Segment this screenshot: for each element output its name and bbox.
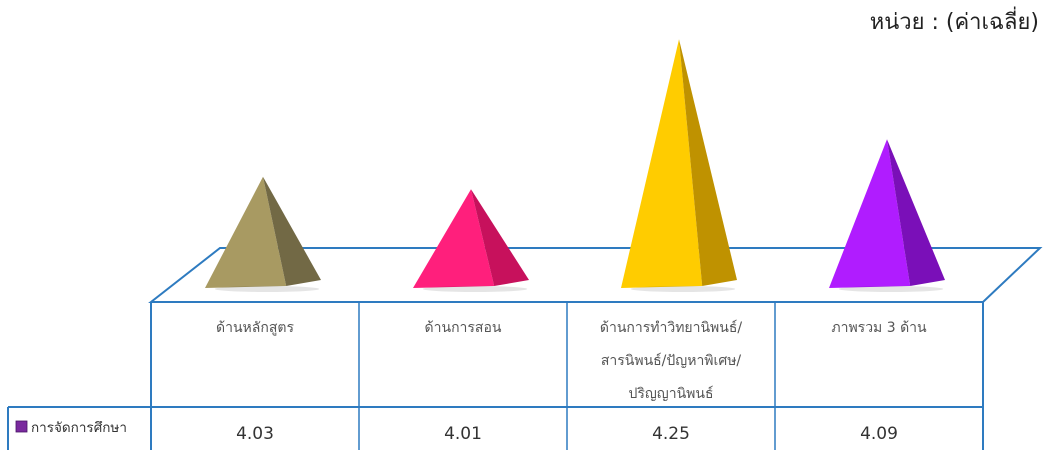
category-label: ปริญญานิพนธ์ bbox=[628, 385, 713, 402]
pyramid-bar bbox=[413, 189, 529, 292]
pyramid-side-face bbox=[471, 189, 529, 286]
category-label: สารนิพนธ์/ปัญหาพิเศษ/ bbox=[601, 352, 742, 369]
unit-label: หน่วย : (ค่าเฉลี่ย) bbox=[869, 10, 1039, 35]
category-label: ด้านการสอน bbox=[425, 320, 502, 336]
pyramid-front-face bbox=[621, 39, 703, 288]
pyramid-front-face bbox=[205, 176, 287, 288]
legend-series-name: การจัดการศึกษา bbox=[31, 420, 127, 436]
pyramid-shadow bbox=[214, 286, 320, 292]
category-label: ด้านการทำวิทยานิพนธ์/ bbox=[600, 319, 743, 336]
pyramid-front-face bbox=[829, 139, 911, 288]
pyramid-bar bbox=[829, 139, 945, 292]
pyramid-shadow bbox=[630, 286, 736, 292]
pyramid-side-face bbox=[263, 176, 321, 286]
pyramid-series bbox=[205, 39, 945, 292]
pyramid-front-face bbox=[413, 189, 495, 288]
pyramid-side-face bbox=[679, 39, 737, 286]
pyramid-bar bbox=[621, 39, 737, 292]
data-value-label: 4.09 bbox=[860, 424, 898, 444]
pyramid-shadow bbox=[838, 286, 944, 292]
pyramid-bar bbox=[205, 176, 321, 292]
pyramid-shadow bbox=[422, 286, 528, 292]
data-value-label: 4.25 bbox=[652, 424, 690, 444]
category-label: ด้านหลักสูตร bbox=[216, 320, 294, 336]
data-table: การจัดการศึกษา ด้านหลักสูตร 4.03 ด้านการสอน… bbox=[7, 302, 984, 450]
category-label: ภาพรวม 3 ด้าน bbox=[831, 320, 927, 336]
legend-swatch bbox=[15, 420, 28, 433]
data-value-label: 4.03 bbox=[236, 424, 274, 444]
pyramid-side-face bbox=[887, 139, 945, 286]
data-value-label: 4.01 bbox=[444, 424, 482, 444]
